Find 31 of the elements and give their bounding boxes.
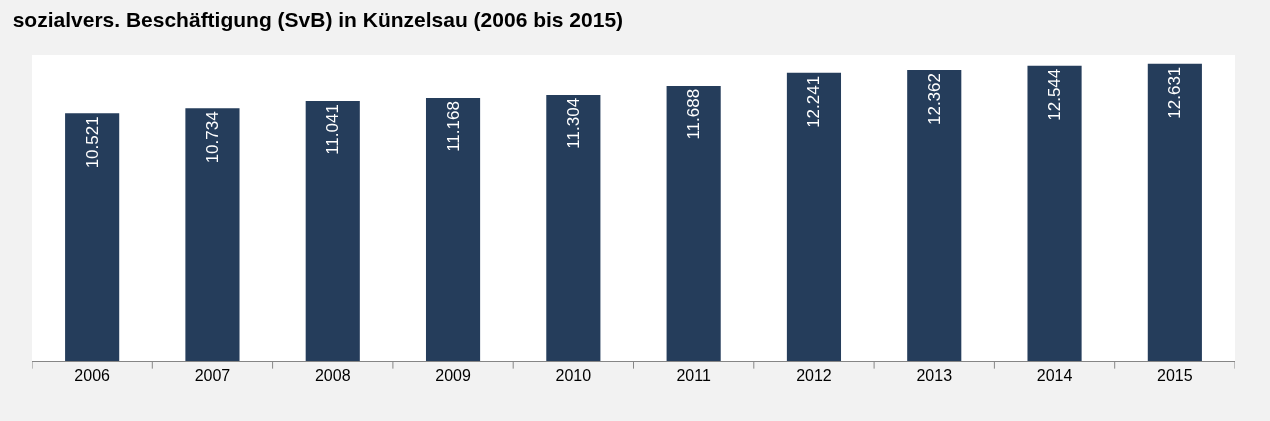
x-tick-label: 2010 [555,367,592,385]
data-label: 12.631 [1165,66,1185,119]
x-tick-label: 2008 [314,367,351,385]
bar [666,85,721,361]
data-label: 11.041 [323,104,343,155]
data-label: 11.168 [443,101,463,152]
x-tick-label: 2011 [676,367,711,385]
x-tick-label: 2009 [435,367,471,385]
x-tick-label: 2006 [74,367,111,385]
bar [425,98,481,361]
bar [1147,63,1202,361]
data-label: 11.304 [563,97,583,149]
x-tick-label: 2014 [1036,367,1073,385]
bar [305,101,360,361]
bar [185,108,240,361]
x-tick-label: 2015 [1157,367,1193,385]
bar [907,70,962,361]
data-label: 11.688 [684,88,704,140]
bar [65,113,120,361]
bar [1027,65,1082,361]
data-label: 12.362 [924,73,944,126]
bar [786,72,842,361]
x-tick-label: 2012 [796,367,832,385]
x-tick-label: 2013 [916,367,953,385]
data-label: 10.521 [82,116,102,169]
data-label: 12.544 [1045,68,1065,121]
data-label: 12.241 [804,75,824,128]
x-tick-label: 2007 [194,367,231,385]
chart-title: sozialvers. Beschäftigung (SvB) in Künzelsau (2006 bis 2015) [12,8,624,32]
bar [546,94,601,361]
data-label: 10.734 [202,111,222,164]
